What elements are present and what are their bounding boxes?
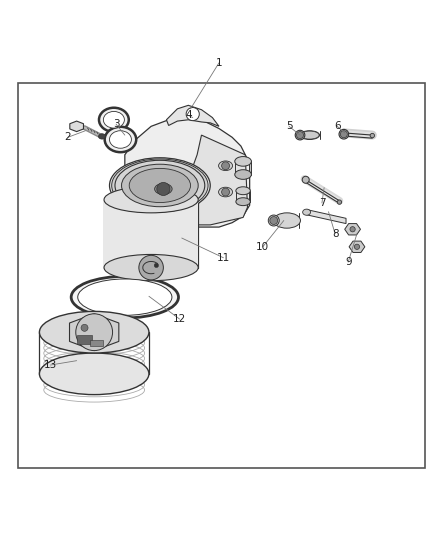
Ellipse shape <box>302 176 309 183</box>
Text: 5: 5 <box>286 122 293 131</box>
Ellipse shape <box>104 187 198 213</box>
Text: 6: 6 <box>334 122 341 131</box>
Circle shape <box>270 216 278 224</box>
FancyBboxPatch shape <box>90 340 103 346</box>
Ellipse shape <box>303 209 311 215</box>
Text: 12: 12 <box>173 314 186 324</box>
Ellipse shape <box>39 353 149 394</box>
Ellipse shape <box>71 276 178 318</box>
Ellipse shape <box>103 111 124 128</box>
Circle shape <box>81 324 88 332</box>
Circle shape <box>186 108 199 120</box>
Ellipse shape <box>236 187 251 195</box>
Ellipse shape <box>236 198 251 206</box>
Ellipse shape <box>300 131 320 140</box>
Polygon shape <box>349 241 365 253</box>
Polygon shape <box>70 314 119 351</box>
Circle shape <box>222 162 230 169</box>
Ellipse shape <box>339 130 349 139</box>
Polygon shape <box>166 106 219 126</box>
Polygon shape <box>125 118 250 227</box>
Circle shape <box>297 132 304 139</box>
Polygon shape <box>104 200 198 268</box>
Text: 11: 11 <box>217 253 230 263</box>
Ellipse shape <box>300 131 319 139</box>
Circle shape <box>340 131 347 138</box>
Text: 8: 8 <box>332 229 339 239</box>
Text: 13: 13 <box>44 360 57 370</box>
Text: 7: 7 <box>318 198 325 208</box>
Text: 9: 9 <box>345 257 352 267</box>
Circle shape <box>76 314 113 351</box>
Ellipse shape <box>273 213 300 228</box>
Ellipse shape <box>219 187 233 197</box>
Circle shape <box>354 244 360 249</box>
Polygon shape <box>307 209 346 223</box>
Text: 10: 10 <box>256 242 269 252</box>
Ellipse shape <box>110 131 131 148</box>
Circle shape <box>157 182 170 196</box>
Ellipse shape <box>115 160 205 211</box>
Text: 3: 3 <box>113 119 120 129</box>
Text: 1: 1 <box>215 58 223 68</box>
Ellipse shape <box>268 215 279 226</box>
Ellipse shape <box>129 168 191 203</box>
Ellipse shape <box>295 130 305 140</box>
Ellipse shape <box>78 279 172 316</box>
Polygon shape <box>345 223 360 235</box>
Text: 2: 2 <box>64 132 71 142</box>
Ellipse shape <box>122 164 198 207</box>
Polygon shape <box>188 135 247 225</box>
Ellipse shape <box>99 134 106 139</box>
Bar <box>18 83 425 468</box>
Circle shape <box>154 263 159 268</box>
Ellipse shape <box>99 108 129 132</box>
Ellipse shape <box>337 200 342 204</box>
Ellipse shape <box>110 158 210 213</box>
Circle shape <box>350 227 355 232</box>
Ellipse shape <box>39 311 149 353</box>
Text: 4: 4 <box>185 110 192 120</box>
Ellipse shape <box>112 159 208 212</box>
Ellipse shape <box>105 127 136 152</box>
Polygon shape <box>70 121 84 132</box>
Circle shape <box>222 188 230 196</box>
Ellipse shape <box>235 157 251 166</box>
Ellipse shape <box>219 161 233 171</box>
Circle shape <box>139 255 163 280</box>
Ellipse shape <box>155 183 172 195</box>
Ellipse shape <box>104 254 198 281</box>
Ellipse shape <box>235 169 251 179</box>
FancyBboxPatch shape <box>77 335 92 344</box>
Ellipse shape <box>370 133 374 138</box>
